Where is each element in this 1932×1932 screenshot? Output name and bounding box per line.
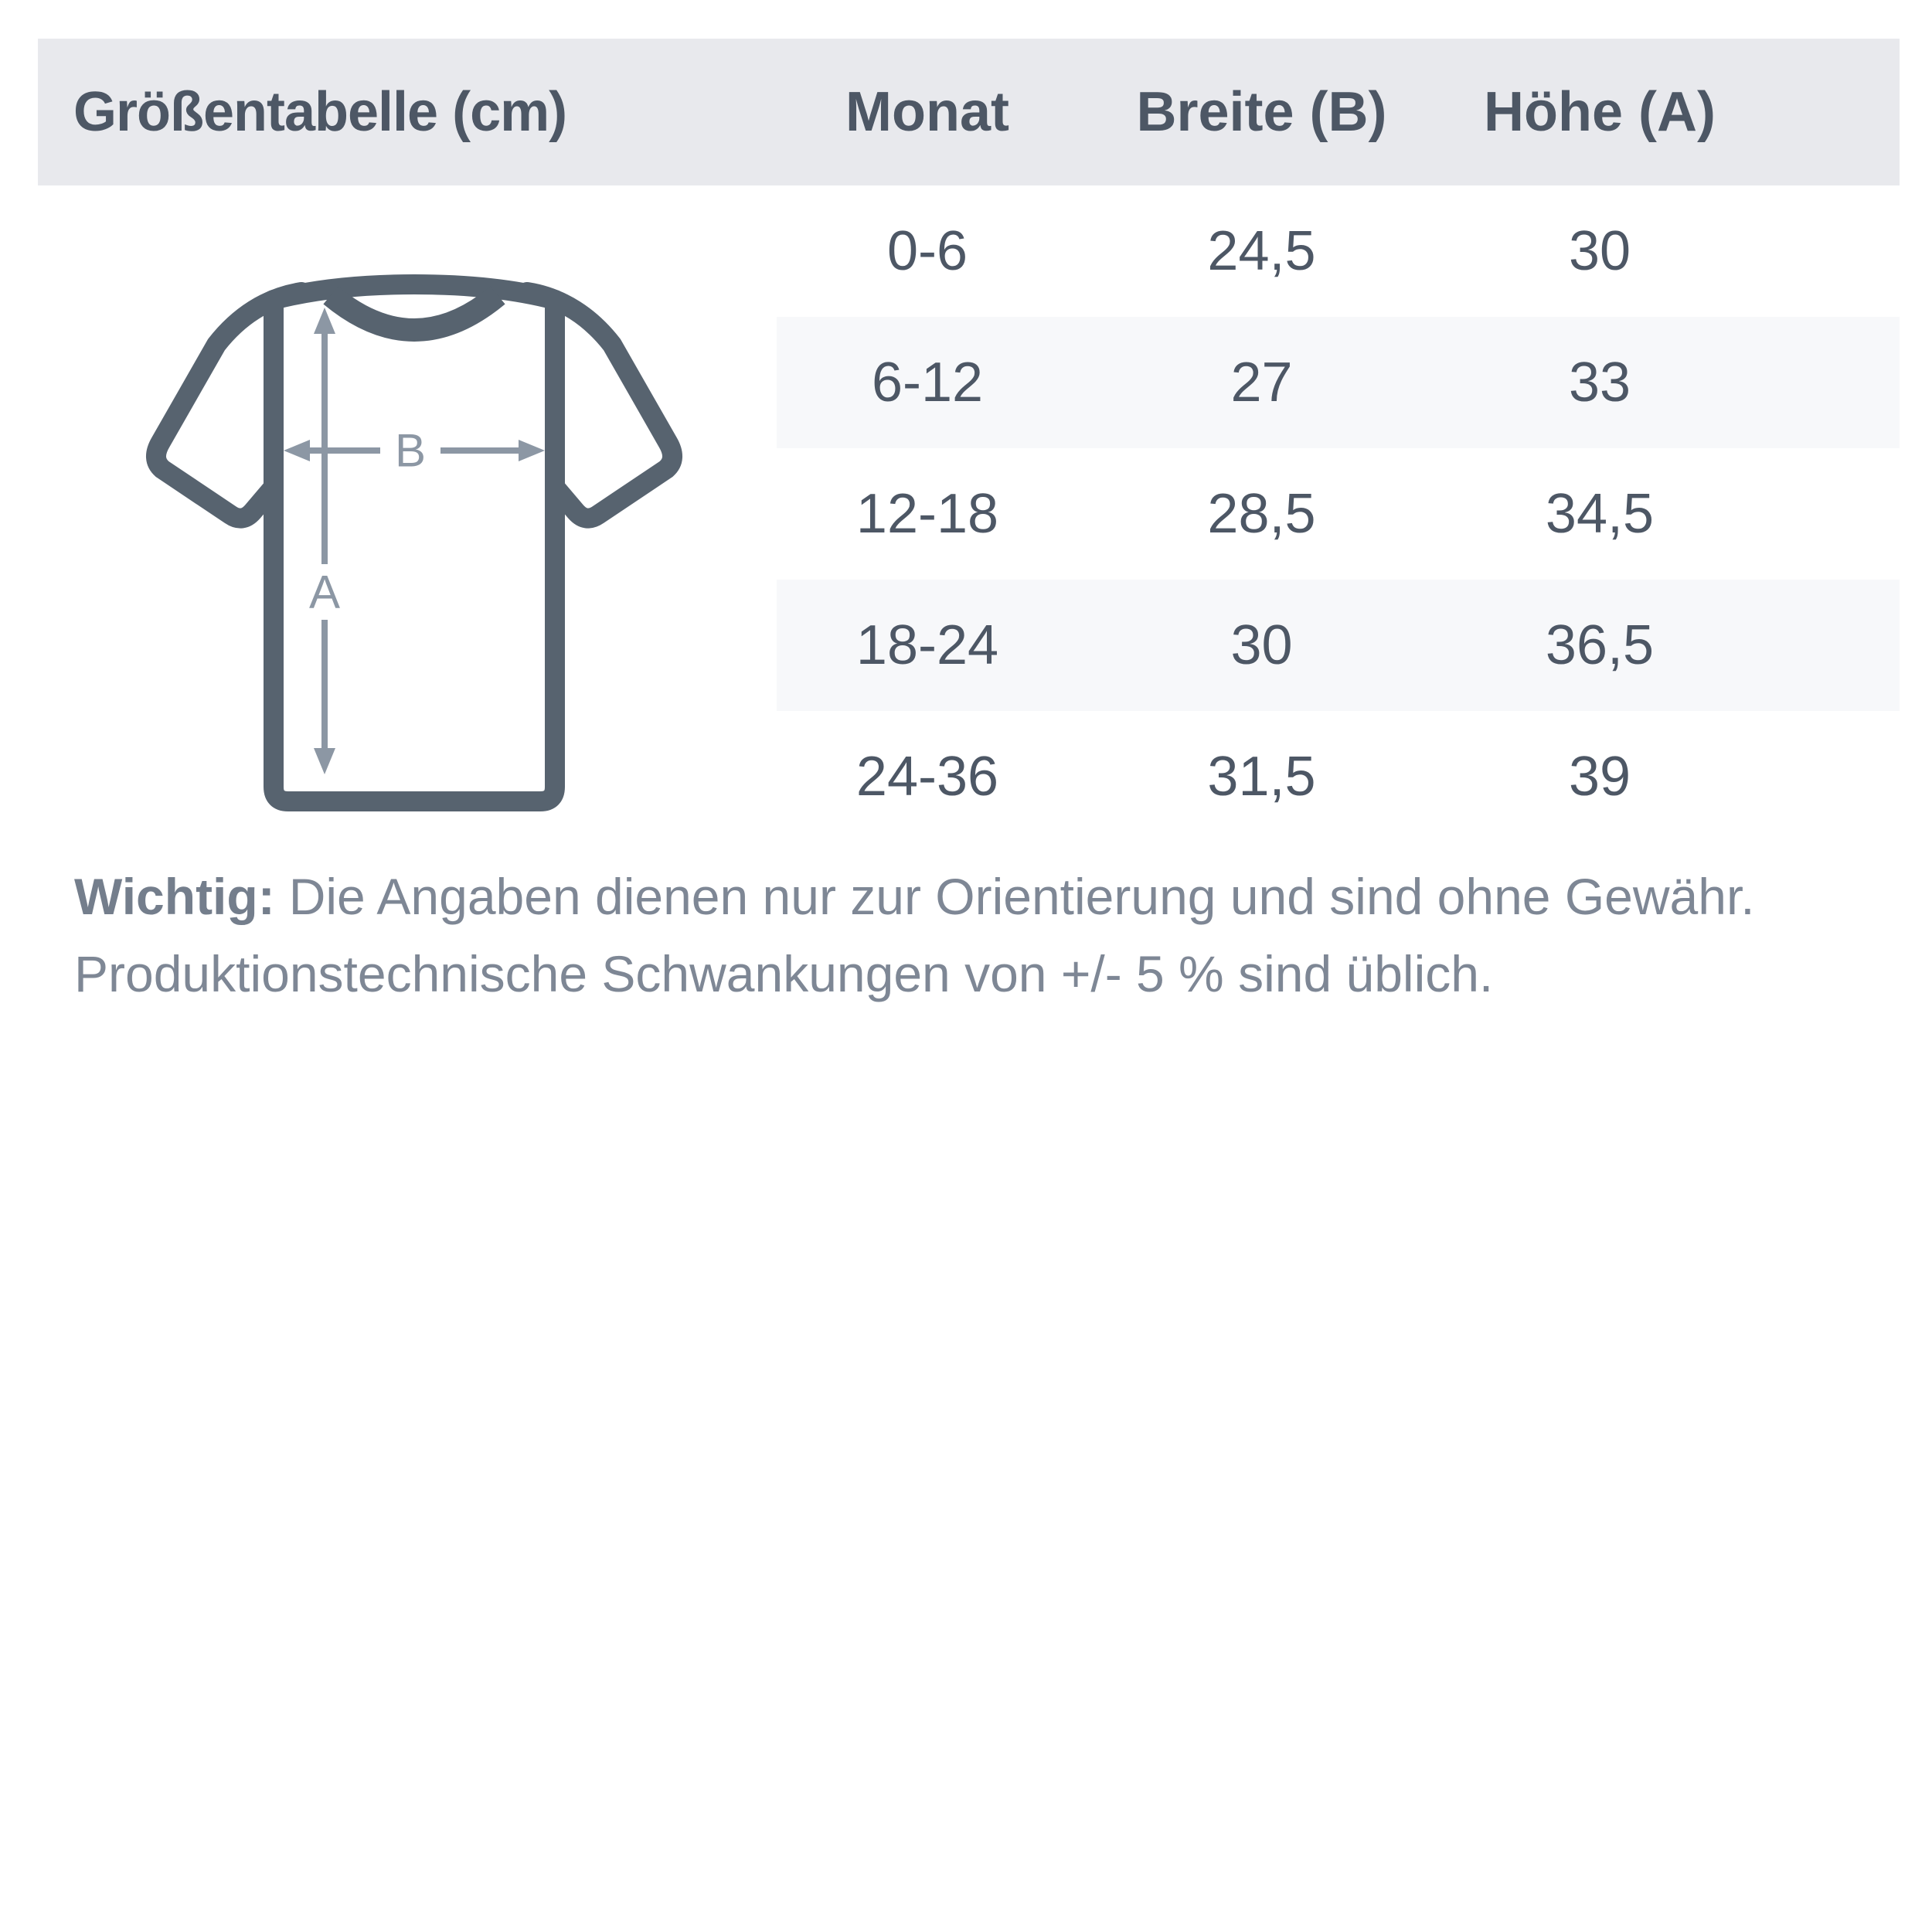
note-line-2: Produktionstechnische Schwankungen von +…: [74, 945, 1494, 1002]
tshirt-body: [264, 274, 565, 811]
cell-monat: 24-36: [855, 746, 999, 808]
cell-hoehe: 39: [1568, 746, 1631, 808]
cell-breite: 28,5: [1207, 483, 1316, 545]
height-label: A: [309, 566, 340, 618]
tshirt-icon: A B: [146, 274, 682, 811]
column-header-monat: Monat: [845, 81, 1009, 143]
cell-hoehe: 36,5: [1545, 614, 1655, 676]
tshirt-diagram: A B: [108, 255, 711, 858]
cell-breite: 31,5: [1207, 746, 1316, 808]
table-row: 0-6 24,5 30: [777, 185, 1900, 317]
cell-hoehe: 30: [1568, 220, 1631, 282]
cell-monat: 6-12: [871, 352, 984, 413]
cell-hoehe: 34,5: [1545, 483, 1655, 545]
width-label: B: [395, 425, 426, 477]
cell-hoehe: 33: [1568, 352, 1631, 413]
table-header-bar: Größentabelle (cm) Monat Breite (B) Höhe…: [38, 39, 1900, 185]
note-text-1: Die Angaben dienen nur zur Orientierung …: [288, 868, 1755, 925]
cell-breite: 24,5: [1207, 220, 1316, 282]
note-label: Wichtig:: [74, 868, 275, 925]
column-header-breite: Breite (B): [1136, 81, 1387, 143]
table-row: 18-24 30 36,5: [777, 580, 1900, 711]
table-row: 24-36 31,5 39: [777, 711, 1900, 842]
table-row: 6-12 27 33: [777, 317, 1900, 448]
column-header-hoehe: Höhe (A): [1484, 81, 1716, 143]
cell-breite: 27: [1230, 352, 1293, 413]
cell-breite: 30: [1230, 614, 1293, 676]
cell-monat: 12-18: [855, 483, 999, 545]
width-arrow: [284, 440, 545, 461]
table-row: 12-18 28,5 34,5: [777, 448, 1900, 580]
cell-monat: 18-24: [855, 614, 999, 676]
note-line-1: Wichtig: Die Angaben dienen nur zur Orien…: [74, 858, 1875, 935]
size-chart-title: Größentabelle (cm): [73, 81, 567, 143]
tshirt-collar: [323, 286, 505, 342]
cell-monat: 0-6: [886, 220, 968, 282]
disclaimer-note: Wichtig: Die Angaben dienen nur zur Orien…: [74, 858, 1875, 1012]
